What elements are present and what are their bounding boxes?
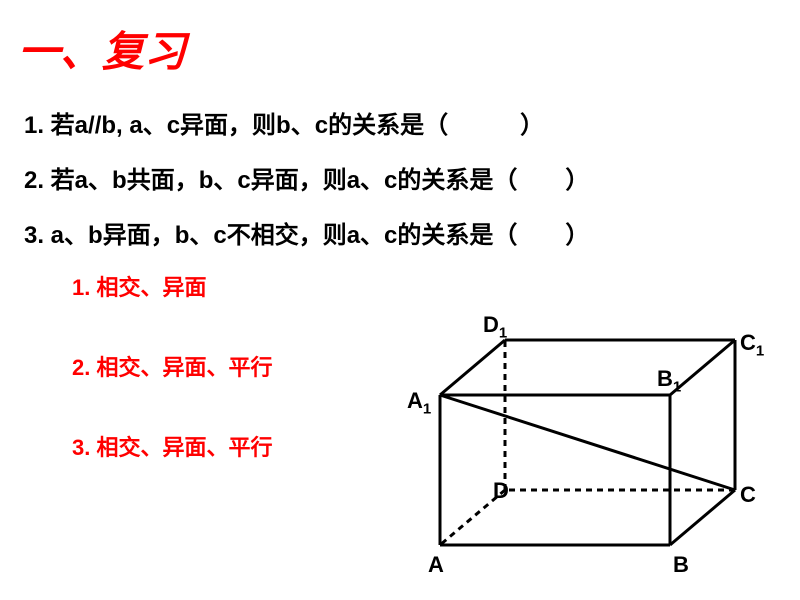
answer-2: 2. 相交、异面、平行 [72,350,272,382]
vertex-label-D: D [493,478,509,504]
vertex-label-C1: C1 [740,330,764,359]
cuboid-diagram: ABCDA1B1C1D1 [395,320,775,590]
edge-A1-C [440,395,735,490]
question-1: 1. 若a//b, a、c异面，则b、c的关系是（ ） [24,105,544,140]
answer-3: 3. 相交、异面、平行 [72,430,272,462]
vertex-label-A: A [428,552,444,578]
vertex-label-A1: A1 [407,388,431,417]
answer-1: 1. 相交、异面 [72,270,206,302]
vertex-label-B1: B1 [657,366,681,395]
section-title: 一、复习 [18,18,186,79]
edge-B-C [670,490,735,545]
question-3: 3. a、b异面，b、c不相交，则a、c的关系是（ ） [24,215,589,250]
vertex-label-B: B [673,552,689,578]
vertex-label-D1: D1 [483,312,507,341]
edge-D1-A1 [440,340,505,395]
vertex-label-C: C [740,482,756,508]
cuboid-svg [395,320,775,590]
question-2: 2. 若a、b共面，b、c异面，则a、c的关系是（ ） [24,160,589,195]
